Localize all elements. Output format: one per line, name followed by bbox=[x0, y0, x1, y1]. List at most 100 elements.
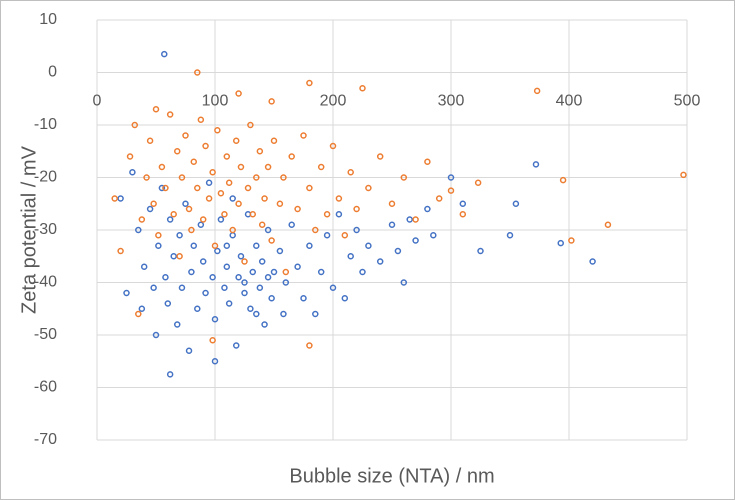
point bbox=[300, 132, 307, 139]
point bbox=[173, 321, 181, 328]
point bbox=[182, 132, 189, 139]
point bbox=[223, 242, 231, 249]
point bbox=[235, 274, 242, 281]
point bbox=[435, 195, 443, 202]
point bbox=[306, 79, 313, 87]
point bbox=[237, 253, 245, 260]
y-tick-label: -20 bbox=[34, 169, 57, 186]
point bbox=[244, 184, 252, 192]
point bbox=[129, 169, 136, 176]
point bbox=[158, 163, 166, 171]
point bbox=[347, 253, 354, 260]
point bbox=[117, 195, 124, 202]
point bbox=[197, 116, 205, 123]
y-tick-label: -50 bbox=[34, 326, 57, 343]
point bbox=[202, 289, 209, 297]
point bbox=[317, 268, 325, 276]
x-tick-label: 0 bbox=[93, 93, 102, 110]
point bbox=[253, 242, 260, 249]
point bbox=[253, 310, 260, 318]
point bbox=[341, 232, 349, 239]
point bbox=[209, 274, 216, 281]
point bbox=[199, 258, 207, 265]
point bbox=[178, 174, 186, 181]
point bbox=[388, 200, 396, 207]
point bbox=[680, 171, 687, 179]
point bbox=[323, 232, 331, 239]
point bbox=[235, 200, 242, 207]
point bbox=[135, 226, 142, 234]
y-tick-label: 0 bbox=[48, 64, 57, 81]
point bbox=[365, 184, 372, 192]
point bbox=[223, 153, 231, 160]
point bbox=[155, 242, 162, 249]
point bbox=[376, 258, 384, 265]
point bbox=[188, 226, 195, 234]
point bbox=[412, 216, 419, 223]
point bbox=[532, 161, 540, 168]
point bbox=[282, 279, 290, 286]
point bbox=[232, 137, 240, 144]
point bbox=[209, 337, 216, 344]
point bbox=[447, 187, 455, 194]
point bbox=[459, 211, 467, 218]
point bbox=[477, 247, 484, 255]
point bbox=[533, 87, 541, 95]
point bbox=[182, 200, 189, 207]
point bbox=[312, 310, 319, 318]
point bbox=[300, 295, 307, 302]
point bbox=[568, 237, 575, 244]
point bbox=[229, 195, 236, 202]
point bbox=[205, 195, 213, 202]
point bbox=[353, 205, 360, 213]
point bbox=[294, 205, 301, 213]
point bbox=[359, 85, 366, 92]
point bbox=[166, 371, 174, 378]
point bbox=[388, 221, 396, 228]
point bbox=[400, 279, 408, 286]
point bbox=[247, 121, 254, 129]
point bbox=[214, 247, 221, 255]
y-axis-title: Zeta potential / mV bbox=[18, 145, 40, 314]
point bbox=[223, 263, 231, 270]
point bbox=[447, 174, 455, 181]
point bbox=[241, 289, 248, 297]
point bbox=[280, 174, 287, 181]
y-tick-label: 10 bbox=[39, 11, 57, 28]
point bbox=[211, 358, 219, 365]
point bbox=[335, 211, 343, 218]
point bbox=[512, 200, 520, 207]
point bbox=[264, 163, 272, 171]
point bbox=[261, 195, 268, 202]
point bbox=[306, 242, 313, 249]
point bbox=[190, 242, 198, 249]
point bbox=[268, 295, 275, 302]
x-tick-label: 500 bbox=[674, 93, 701, 110]
point bbox=[217, 190, 225, 197]
point bbox=[249, 211, 257, 218]
point bbox=[211, 242, 219, 249]
y-tick-label: -10 bbox=[34, 116, 57, 133]
y-tick-label: -30 bbox=[34, 221, 57, 238]
point bbox=[276, 200, 284, 207]
point bbox=[162, 184, 169, 192]
point bbox=[138, 305, 146, 312]
point bbox=[185, 205, 193, 213]
point bbox=[264, 226, 272, 234]
point bbox=[261, 321, 268, 328]
point bbox=[146, 137, 154, 144]
point bbox=[341, 295, 349, 302]
point bbox=[474, 179, 482, 186]
x-tick-label: 400 bbox=[556, 93, 583, 110]
point bbox=[217, 216, 225, 223]
point bbox=[268, 98, 275, 105]
point bbox=[270, 137, 278, 144]
point bbox=[282, 268, 290, 276]
point bbox=[589, 258, 596, 265]
point bbox=[329, 284, 337, 291]
y-tick-label: -70 bbox=[34, 431, 57, 448]
point bbox=[205, 179, 213, 186]
point bbox=[604, 221, 612, 228]
x-tick-label: 100 bbox=[202, 93, 229, 110]
